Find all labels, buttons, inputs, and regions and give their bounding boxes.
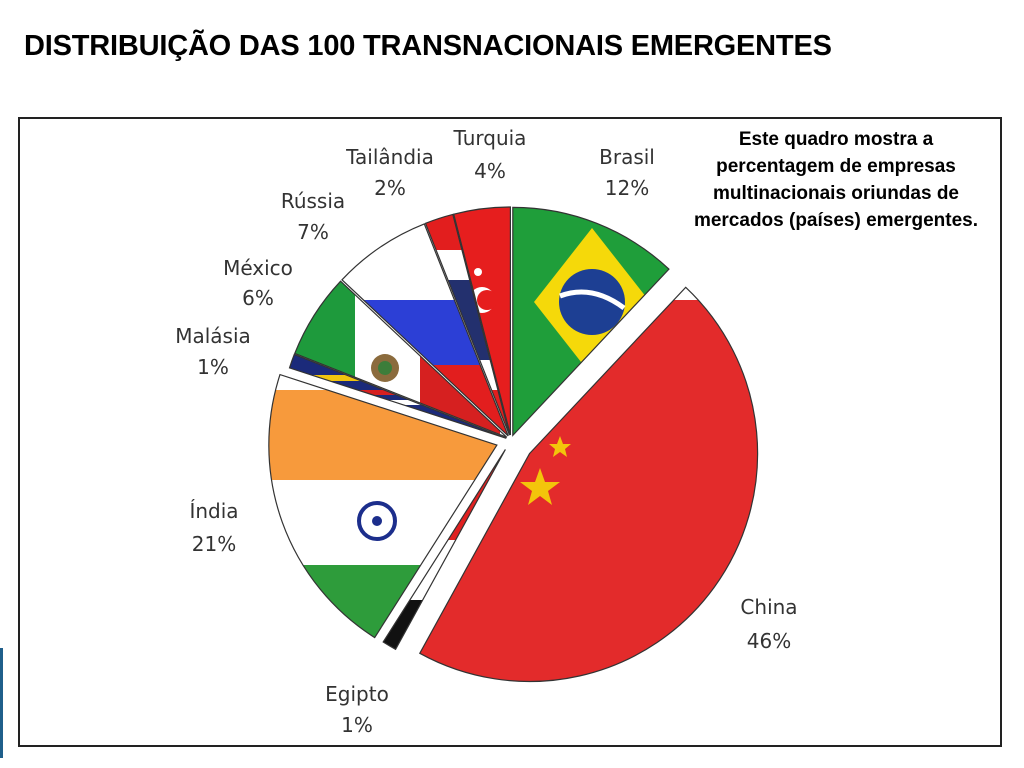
label-name-india: Índia — [189, 499, 238, 523]
label-value-china: 46% — [747, 629, 791, 653]
label-name-brasil: Brasil — [599, 145, 655, 169]
label-name-turquia: Turquia — [453, 126, 527, 150]
label-value-brasil: 12% — [605, 176, 649, 200]
slice-outline-china — [418, 286, 759, 683]
slide-edge-accent — [0, 648, 3, 758]
label-value-turquia: 4% — [474, 159, 506, 183]
slice-outline-india — [268, 373, 498, 639]
label-value-mexico: 6% — [242, 286, 274, 310]
slice-outline-mexico — [294, 280, 508, 438]
slide-title: DISTRIBUIÇÃO DAS 100 TRANSNACIONAIS EMER… — [24, 30, 832, 62]
label-value-india: 21% — [192, 532, 236, 556]
label-value-malasia: 1% — [197, 355, 229, 379]
label-value-tailandia: 2% — [374, 176, 406, 200]
slice-outline-russia — [341, 223, 509, 437]
label-value-egipto: 1% — [341, 713, 373, 737]
label-name-mexico: México — [223, 256, 293, 280]
slice-outline-tailandia — [424, 213, 511, 436]
slice-outline-turquia — [452, 206, 511, 436]
label-name-egipto: Egipto — [325, 682, 389, 706]
slice-outline-egipto — [382, 449, 506, 651]
label-name-tailandia: Tailândia — [345, 145, 434, 169]
slice-outline-brasil — [512, 206, 670, 437]
chart-caption: Este quadro mostra a percentagem de empr… — [693, 129, 979, 231]
slice-outline-malasia — [288, 353, 507, 439]
label-name-china: China — [740, 595, 797, 619]
label-name-russia: Rússia — [281, 189, 345, 213]
label-name-malasia: Malásia — [175, 324, 251, 348]
label-value-russia: 7% — [297, 220, 329, 244]
